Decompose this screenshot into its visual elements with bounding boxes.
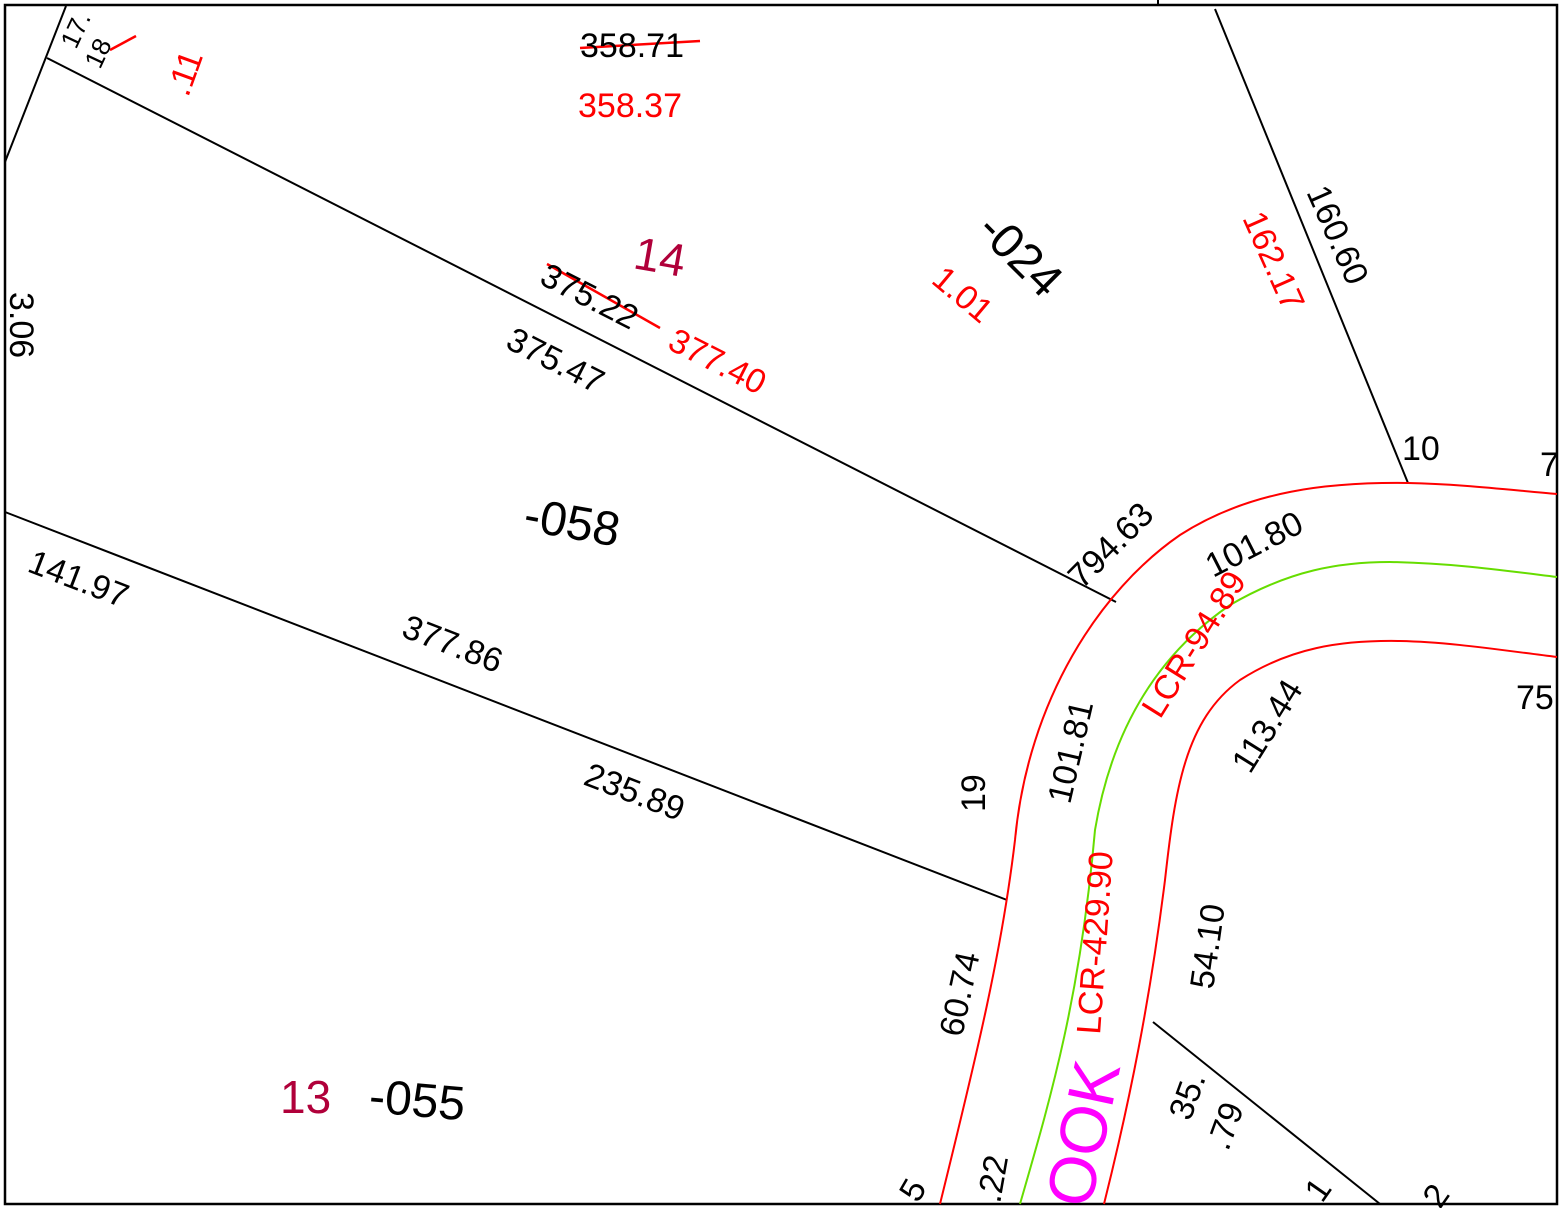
dim-113-44: 113.44 — [1225, 673, 1311, 779]
dim-375-22: 375.22 — [534, 256, 644, 337]
dim-160-60: 160.60 — [1299, 180, 1376, 290]
dim-19: 19 — [955, 774, 993, 812]
strike-marks — [109, 34, 701, 330]
dim-left-edge: 3.06 — [2, 292, 40, 358]
strike-mid — [546, 262, 661, 330]
dim-22: .22 — [970, 1152, 1016, 1205]
lot-line-southeast — [1152, 1021, 1381, 1205]
row-outer-line — [939, 481, 1558, 1205]
dim-10: 10 — [1402, 430, 1440, 468]
map-frame — [3, 3, 1559, 1206]
dim-1-01: 1.01 — [925, 259, 1000, 331]
street-centerline — [1019, 560, 1558, 1205]
dim-141-97: 141.97 — [23, 543, 134, 616]
dim-358-71: 358.71 — [580, 27, 684, 65]
street-name: OOK — [1031, 1054, 1134, 1208]
dim-358-37: 358.37 — [578, 87, 682, 125]
dim-75: 75 — [1516, 679, 1554, 717]
dim-377-40: 377.40 — [662, 321, 772, 402]
dim-79: .79 — [1200, 1097, 1252, 1154]
dim-5: 5 — [892, 1173, 934, 1208]
dim-101-81: 101.81 — [1041, 697, 1101, 807]
dim-162-17: 162.17 — [1235, 206, 1312, 316]
street-right-of-way — [939, 481, 1558, 1205]
dim-235-89: 235.89 — [579, 756, 690, 829]
dim-375-47: 375.47 — [500, 320, 610, 401]
dim-1: 1 — [1297, 1171, 1339, 1208]
strike-corner — [109, 34, 137, 52]
curve-label-94-89: LCR-94.89 — [1135, 565, 1254, 725]
curve-label-429-90: LCR-429.90 — [1070, 850, 1121, 1036]
strike-top — [579, 39, 701, 50]
dim-60-74: 60.74 — [933, 949, 988, 1040]
dim-54-10: 54.10 — [1183, 902, 1232, 992]
parcel-id-055: -055 — [367, 1070, 467, 1131]
black-dimensions: 358.71 375.22 375.47 17. 18 3.06 160.60 … — [2, 7, 1559, 1208]
row-inner-line — [1103, 639, 1558, 1205]
lot-lines — [4, 5, 1409, 1205]
parcel-id-058: -058 — [520, 489, 624, 558]
dim-corner-11: .11 — [160, 46, 211, 101]
dim-794-63: 794.63 — [1061, 495, 1161, 595]
lot-line-east — [1214, 8, 1409, 484]
lot-line-west — [4, 5, 67, 163]
block-number-14: 14 — [630, 227, 689, 287]
dim-35: 35. — [1162, 1067, 1214, 1124]
lot-line-58-55 — [4, 511, 1008, 901]
lot-line-14-58 — [46, 57, 1117, 603]
block-number-13: 13 — [280, 1071, 331, 1123]
dim-7: 7 — [1540, 446, 1559, 484]
